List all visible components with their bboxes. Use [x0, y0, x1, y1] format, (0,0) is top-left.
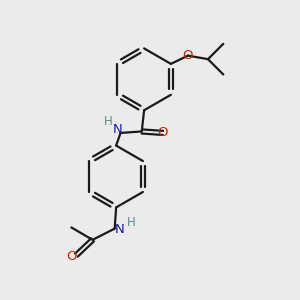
Text: O: O: [183, 49, 193, 62]
Text: O: O: [158, 126, 168, 140]
Text: N: N: [115, 223, 125, 236]
Text: O: O: [66, 250, 76, 263]
Text: H: H: [127, 216, 135, 229]
Text: N: N: [113, 124, 122, 136]
Text: H: H: [104, 115, 112, 128]
